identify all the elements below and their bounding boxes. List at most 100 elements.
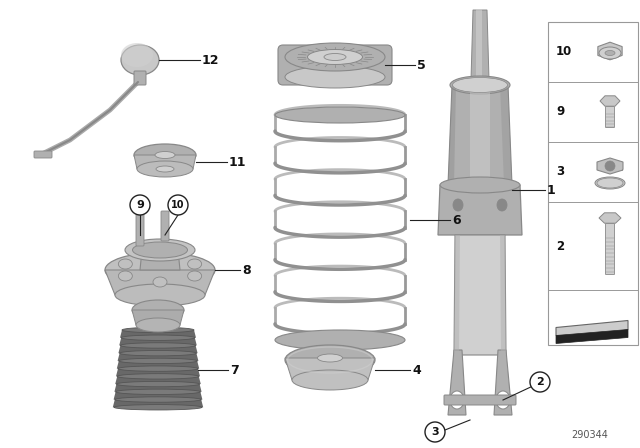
Polygon shape: [120, 330, 196, 338]
Polygon shape: [556, 320, 628, 336]
Polygon shape: [448, 85, 512, 185]
Polygon shape: [116, 369, 200, 376]
Polygon shape: [438, 185, 522, 235]
Ellipse shape: [116, 381, 200, 387]
Text: 10: 10: [556, 44, 572, 57]
Ellipse shape: [121, 43, 153, 67]
Text: 9: 9: [556, 104, 564, 117]
Text: 11: 11: [229, 155, 246, 168]
Polygon shape: [115, 384, 202, 392]
Circle shape: [168, 195, 188, 215]
Ellipse shape: [497, 199, 507, 211]
Ellipse shape: [307, 49, 362, 65]
Text: 10: 10: [172, 200, 185, 210]
Polygon shape: [115, 376, 201, 384]
Text: 12: 12: [202, 53, 220, 66]
Polygon shape: [119, 338, 197, 345]
Ellipse shape: [119, 358, 197, 364]
FancyBboxPatch shape: [136, 214, 144, 246]
Ellipse shape: [452, 78, 508, 92]
Ellipse shape: [324, 53, 346, 60]
Polygon shape: [105, 270, 215, 295]
Text: 3: 3: [556, 164, 564, 177]
Polygon shape: [113, 400, 204, 407]
Polygon shape: [454, 235, 460, 355]
Ellipse shape: [137, 161, 193, 177]
Text: 290344: 290344: [572, 430, 609, 440]
Ellipse shape: [496, 391, 510, 409]
Text: 3: 3: [431, 427, 439, 437]
Ellipse shape: [275, 107, 405, 123]
Polygon shape: [285, 358, 375, 380]
Polygon shape: [140, 250, 180, 270]
Ellipse shape: [116, 389, 200, 395]
Ellipse shape: [117, 374, 199, 379]
Polygon shape: [454, 235, 506, 355]
Ellipse shape: [114, 405, 202, 410]
Ellipse shape: [118, 271, 132, 281]
Text: 4: 4: [412, 363, 420, 376]
Text: 9: 9: [136, 200, 144, 210]
Ellipse shape: [153, 277, 167, 287]
Text: 6: 6: [452, 214, 461, 227]
Polygon shape: [471, 10, 489, 80]
FancyBboxPatch shape: [278, 45, 392, 85]
FancyBboxPatch shape: [134, 71, 146, 85]
Circle shape: [130, 195, 150, 215]
Text: 7: 7: [230, 363, 239, 376]
FancyBboxPatch shape: [34, 151, 52, 158]
Ellipse shape: [120, 343, 196, 348]
Ellipse shape: [450, 76, 510, 94]
Polygon shape: [494, 350, 512, 415]
Text: 5: 5: [417, 59, 426, 72]
Circle shape: [530, 372, 550, 392]
FancyBboxPatch shape: [476, 9, 482, 81]
Ellipse shape: [120, 350, 196, 356]
Ellipse shape: [118, 366, 198, 371]
Polygon shape: [470, 85, 490, 185]
Ellipse shape: [155, 151, 175, 159]
Polygon shape: [600, 96, 620, 106]
FancyBboxPatch shape: [605, 224, 614, 275]
Ellipse shape: [132, 242, 188, 258]
Text: 2: 2: [536, 377, 544, 387]
Ellipse shape: [188, 259, 202, 269]
Ellipse shape: [605, 51, 615, 56]
Ellipse shape: [121, 335, 195, 340]
Polygon shape: [118, 353, 198, 361]
Polygon shape: [132, 310, 184, 325]
Text: 2: 2: [556, 240, 564, 253]
Ellipse shape: [453, 199, 463, 211]
Ellipse shape: [125, 239, 195, 261]
Ellipse shape: [285, 43, 385, 71]
Circle shape: [425, 422, 445, 442]
Polygon shape: [597, 158, 623, 174]
Text: 8: 8: [242, 263, 251, 276]
Polygon shape: [598, 42, 622, 60]
Ellipse shape: [285, 345, 375, 375]
FancyBboxPatch shape: [161, 211, 169, 241]
Ellipse shape: [595, 177, 625, 189]
Ellipse shape: [450, 391, 464, 409]
Ellipse shape: [122, 327, 194, 333]
Ellipse shape: [136, 318, 180, 332]
FancyBboxPatch shape: [605, 107, 614, 128]
Polygon shape: [599, 213, 621, 223]
Polygon shape: [134, 155, 196, 169]
Ellipse shape: [317, 354, 342, 362]
Ellipse shape: [440, 177, 520, 193]
Ellipse shape: [105, 253, 215, 288]
Ellipse shape: [121, 45, 159, 75]
Polygon shape: [448, 350, 466, 415]
Polygon shape: [500, 85, 512, 185]
Ellipse shape: [605, 161, 615, 171]
Polygon shape: [556, 329, 628, 344]
Ellipse shape: [132, 300, 184, 320]
Ellipse shape: [142, 244, 178, 256]
Polygon shape: [118, 345, 198, 353]
Ellipse shape: [597, 178, 623, 188]
Ellipse shape: [285, 66, 385, 88]
Polygon shape: [114, 392, 202, 400]
Ellipse shape: [599, 47, 621, 59]
Ellipse shape: [115, 397, 201, 402]
